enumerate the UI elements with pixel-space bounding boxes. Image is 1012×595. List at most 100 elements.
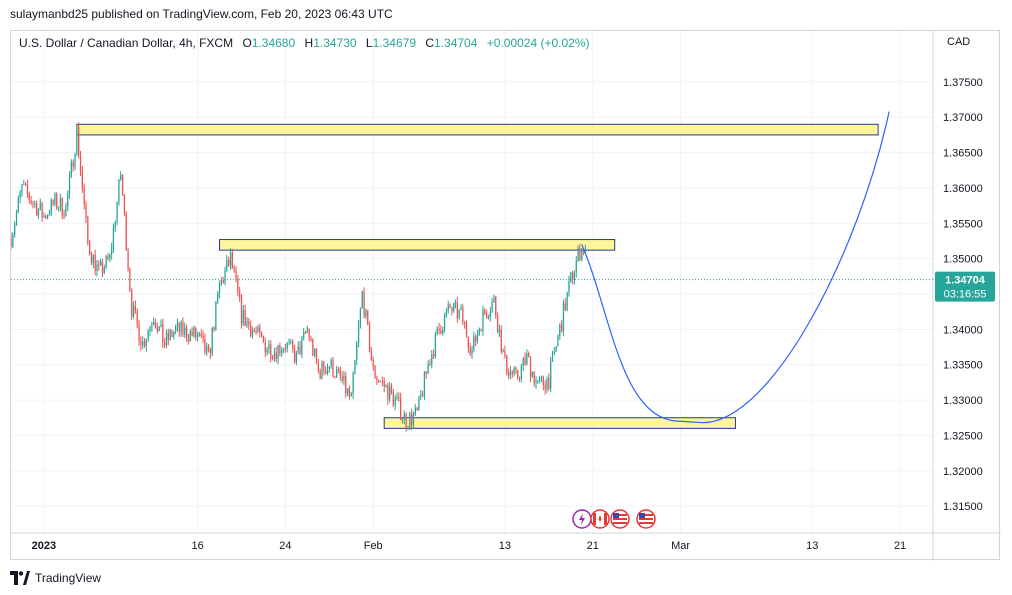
candle-body: [191, 331, 193, 336]
candle-body: [279, 345, 281, 354]
candle-body: [420, 394, 422, 397]
event-icons[interactable]: [572, 509, 656, 529]
candle-body: [178, 322, 180, 332]
candle-body: [266, 348, 268, 353]
candle-body: [185, 327, 188, 339]
candle-body: [74, 154, 76, 167]
candle-body: [114, 222, 116, 228]
price-tick-label: 1.32000: [943, 466, 983, 478]
candle-body: [295, 351, 298, 362]
candle-body: [68, 175, 71, 195]
candle-body: [531, 371, 534, 377]
candle-body: [363, 291, 365, 317]
candle-body: [220, 279, 223, 285]
candle-body: [140, 340, 142, 346]
candle-body: [147, 330, 149, 340]
candle-body: [224, 270, 226, 283]
candle-body: [390, 386, 393, 393]
candle-body: [312, 339, 314, 356]
candle-body: [209, 348, 212, 354]
candle-body: [116, 202, 118, 223]
candle-body: [131, 290, 133, 317]
candle-body: [132, 305, 135, 317]
candle-body: [134, 305, 137, 311]
candle-body: [244, 310, 246, 326]
candle-body: [315, 348, 318, 363]
candle-body: [99, 261, 102, 266]
candle-body: [571, 272, 574, 280]
candle-body: [330, 360, 332, 367]
candle-body: [559, 324, 561, 336]
candle-body: [182, 321, 184, 335]
candle-body: [357, 325, 360, 344]
candle-body: [555, 346, 557, 352]
candle-body: [248, 321, 250, 326]
candle-body: [368, 324, 371, 352]
candle-body: [65, 206, 67, 217]
candle-body: [235, 270, 237, 279]
candle-body: [495, 297, 497, 316]
candle-body: [142, 341, 144, 346]
candle-body: [385, 385, 387, 387]
candle-body: [533, 371, 535, 384]
candle-body: [39, 203, 41, 209]
candle-body: [529, 357, 532, 377]
candle-body: [184, 327, 186, 335]
candle-body: [581, 249, 583, 260]
candle-body: [118, 179, 120, 203]
us-flag-icon[interactable]: [610, 509, 630, 529]
legend-high-label: H: [305, 36, 314, 50]
price-tick-label: 1.31500: [943, 501, 983, 513]
candle-body: [120, 174, 122, 180]
candle-body: [317, 362, 319, 371]
candle-body: [233, 268, 235, 271]
candle-body: [464, 322, 466, 324]
candle-body: [306, 328, 308, 333]
price-tick-label: 1.35000: [943, 254, 983, 266]
candle-body: [535, 380, 537, 384]
candle-body: [54, 193, 56, 205]
candle-body: [356, 343, 358, 361]
last-price-label: 1.34704 03:16:55: [935, 271, 995, 302]
candle-body: [522, 357, 524, 366]
candle-body: [34, 203, 36, 205]
candle-body: [350, 393, 352, 396]
candle-body: [564, 303, 566, 311]
us-flag-icon[interactable]: [636, 509, 656, 529]
chart-canvas[interactable]: 1.37500 1.37000 1.36500 1.36000 1.35500 1.350…: [11, 31, 1001, 561]
publish-info: sulaymanbd25 published on TradingView.co…: [10, 7, 393, 21]
candle-body: [442, 329, 444, 334]
candle-body: [165, 332, 168, 346]
candle-body: [45, 215, 47, 219]
candle-body: [67, 194, 69, 207]
last-price-badge: [935, 271, 995, 302]
candle-body: [198, 333, 201, 335]
candle-body: [328, 366, 330, 369]
lightning-icon[interactable]: [572, 509, 592, 529]
last-price-countdown: 03:16:55: [944, 289, 987, 301]
candle-body: [94, 254, 96, 272]
candle-body: [229, 252, 232, 266]
time-tick-label: 21: [894, 540, 906, 552]
candle-body: [323, 362, 325, 372]
canada-flag-icon[interactable]: [590, 509, 610, 529]
legend-open-value: 1.34680: [252, 36, 296, 50]
chart-panel[interactable]: 1.37500 1.37000 1.36500 1.36000 1.35500 1.350…: [10, 30, 1001, 561]
candle-body: [176, 322, 179, 327]
candle-body: [387, 385, 389, 400]
candle-body: [107, 255, 109, 259]
candle-body: [460, 307, 462, 310]
candle-body: [175, 326, 177, 332]
candle-body: [489, 312, 491, 318]
candle-body: [381, 381, 384, 383]
candle-body: [416, 407, 418, 411]
candle-body: [255, 331, 257, 333]
candle-body: [275, 352, 277, 360]
candle-body: [304, 331, 307, 333]
candle-body: [260, 332, 263, 337]
candle-body: [378, 380, 380, 382]
candle-body: [562, 303, 565, 331]
candle-body: [83, 188, 85, 205]
candle-body: [101, 261, 104, 274]
candle-body: [412, 414, 415, 425]
